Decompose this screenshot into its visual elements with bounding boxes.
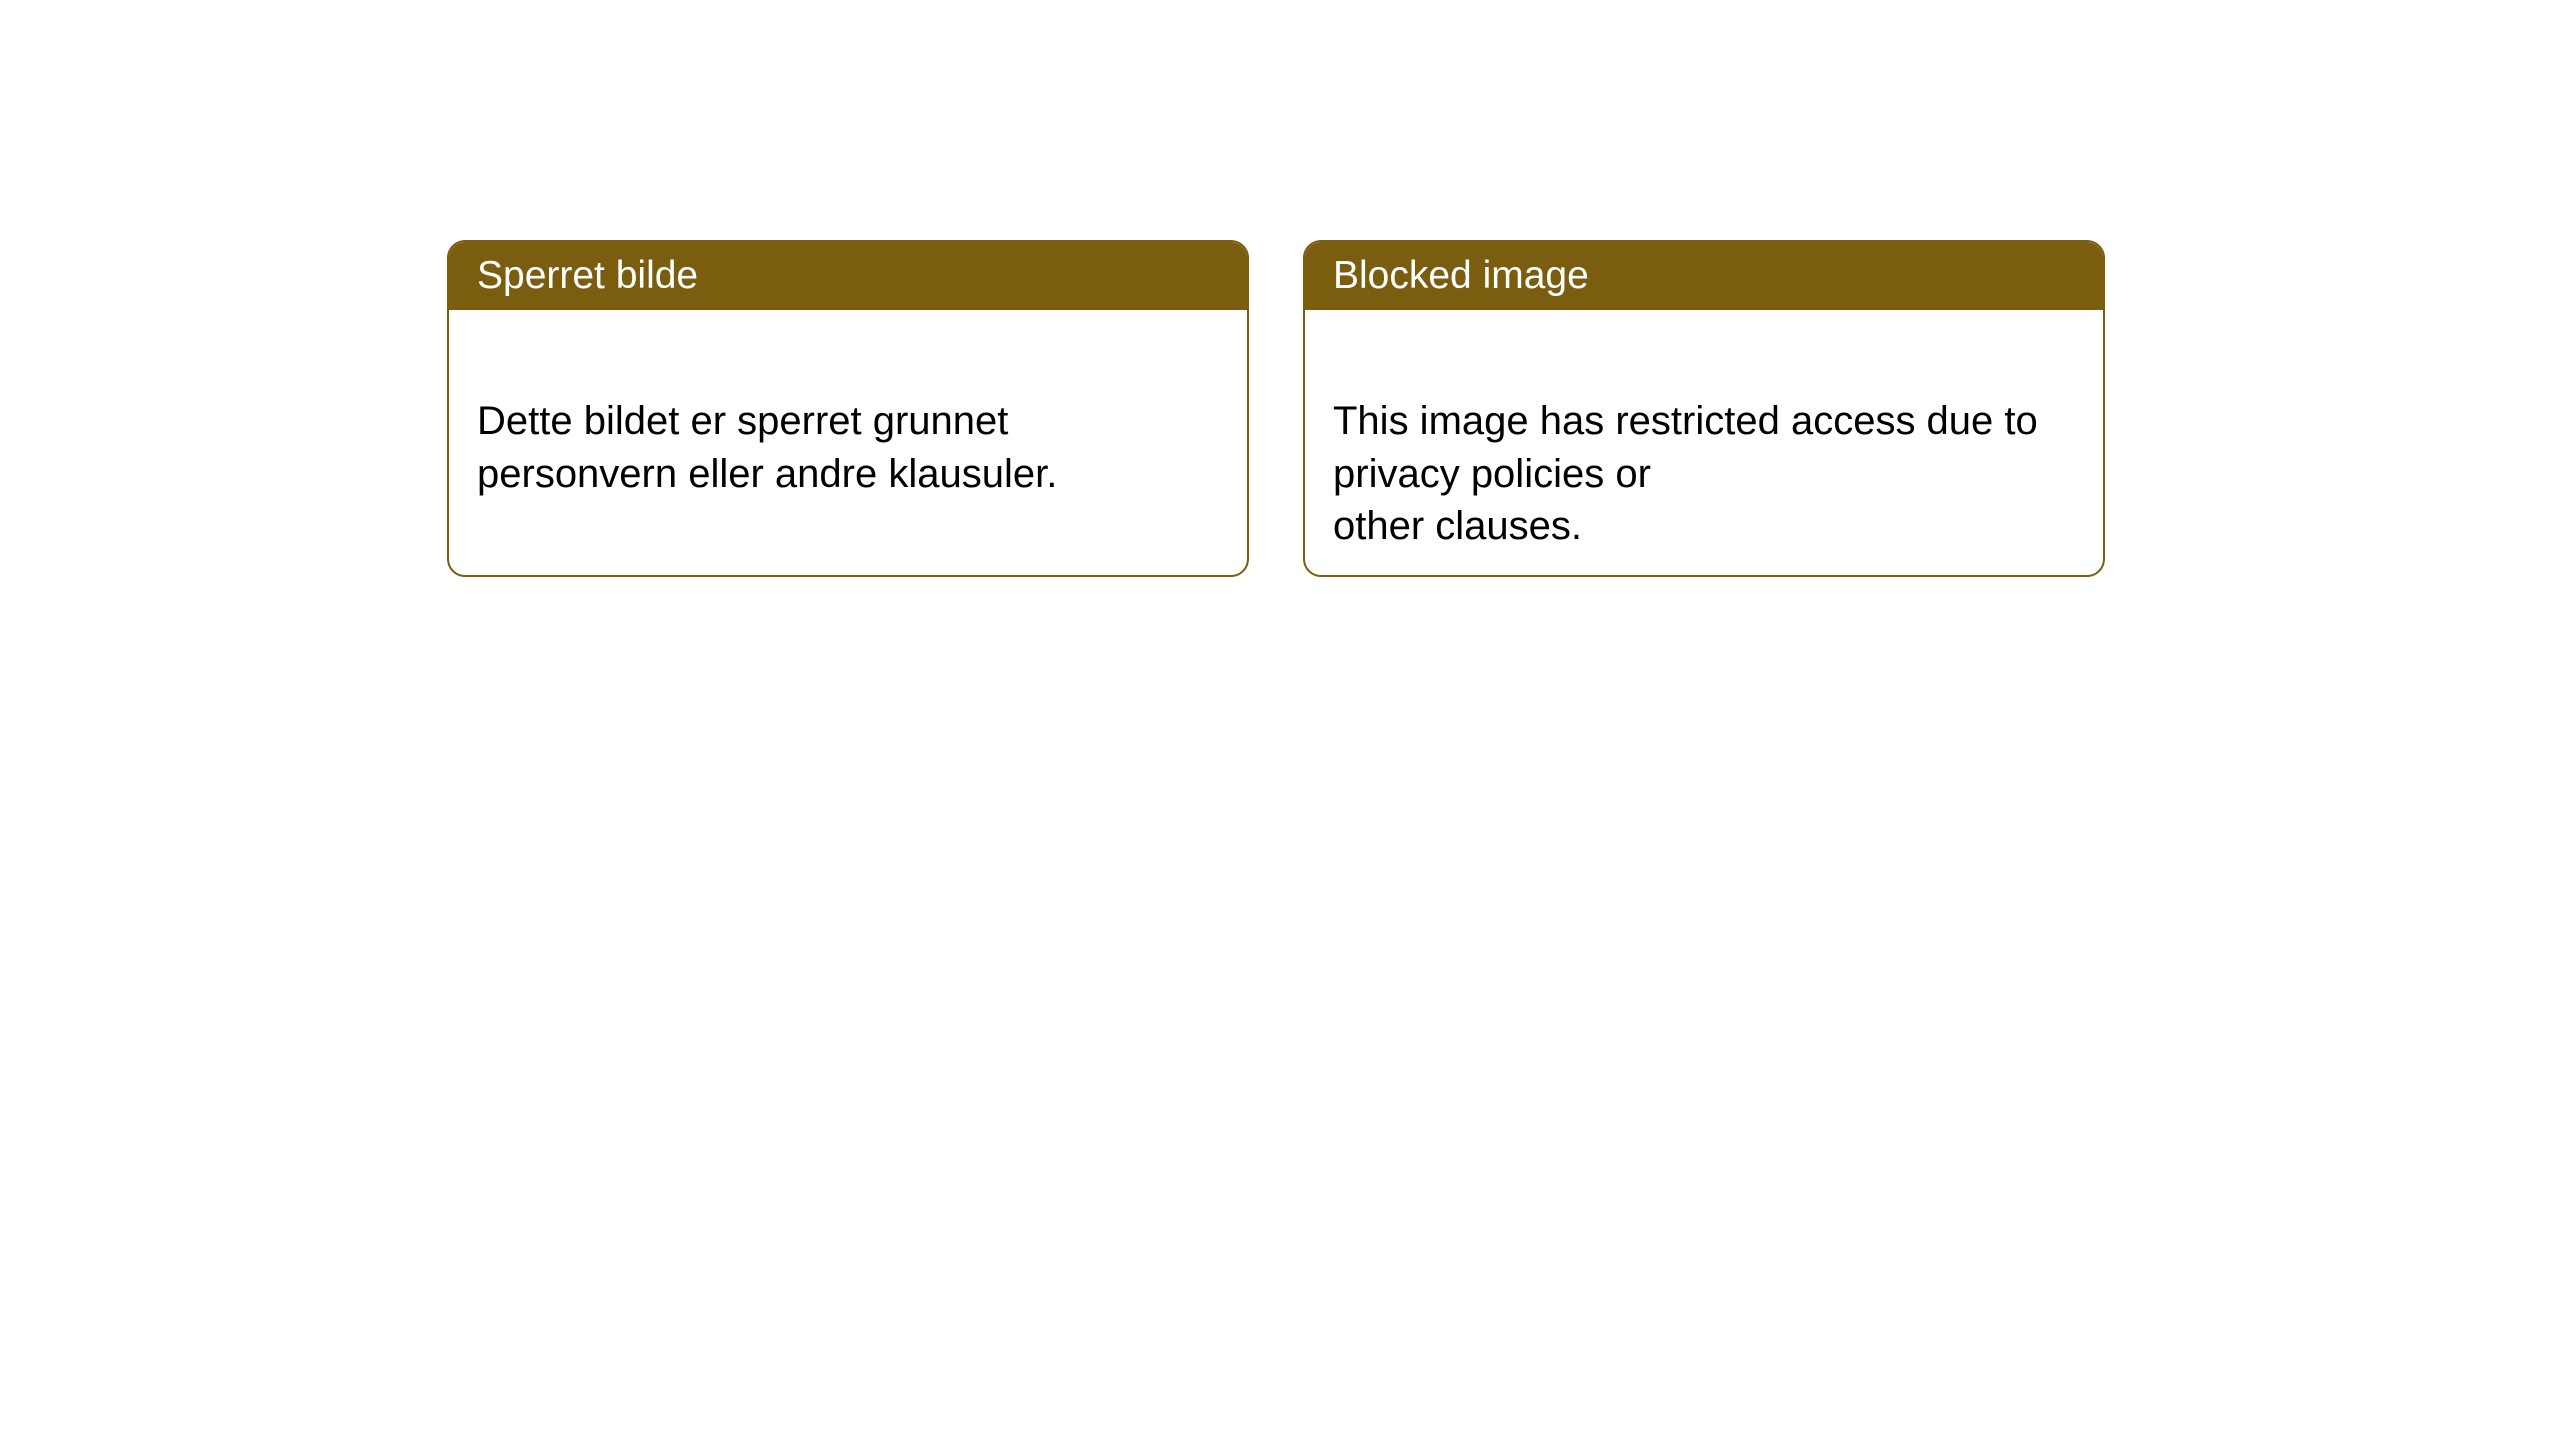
notice-container: Sperret bilde Dette bildet er sperret gr… bbox=[0, 0, 2560, 577]
card-body: Dette bildet er sperret grunnet personve… bbox=[449, 310, 1247, 532]
card-body-text: Dette bildet er sperret grunnet personve… bbox=[477, 399, 1057, 496]
card-body: This image has restricted access due to … bbox=[1305, 310, 2103, 577]
card-header: Blocked image bbox=[1305, 242, 2103, 310]
card-title: Blocked image bbox=[1333, 254, 1589, 297]
card-body-text: This image has restricted access due to … bbox=[1333, 399, 2038, 549]
card-header: Sperret bilde bbox=[449, 242, 1247, 310]
card-title: Sperret bilde bbox=[477, 254, 698, 297]
notice-card-english: Blocked image This image has restricted … bbox=[1303, 240, 2105, 577]
notice-card-norwegian: Sperret bilde Dette bildet er sperret gr… bbox=[447, 240, 1249, 577]
